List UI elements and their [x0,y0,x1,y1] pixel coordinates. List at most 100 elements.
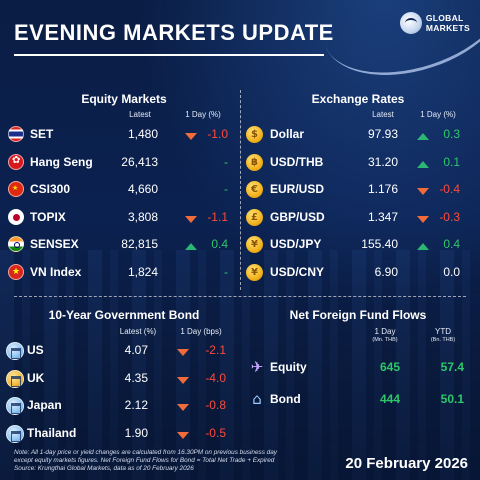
india-flag-icon [8,236,24,252]
arrow-down-icon [185,133,197,140]
flows-col-1day: 1 Day [374,327,396,336]
fx-col-latest: Latest [372,110,394,119]
equity-name: VN Index [30,264,82,279]
bond-col-change: 1 Day (bps) [180,327,222,336]
currency-coin-icon: ฿ [246,153,263,171]
fx-change: 0.4 [443,237,460,251]
flow-ytd: 57.4 [440,360,464,374]
footnote-line-3: Source: Krungthai Global Markets, data a… [14,465,194,473]
fx-name: USD/JPY [270,237,322,251]
china-flag-icon [8,181,24,197]
bank-icon: ⌂ [252,390,262,408]
government-building-icon [6,424,24,443]
equity-change: -1.1 [207,209,228,224]
fx-name: GBP/USD [270,209,325,224]
arrow-up-icon [417,160,429,168]
bond-name: Thailand [27,425,77,440]
equity-latest: 3,808 [127,209,158,224]
equity-name: SET [30,127,54,141]
fx-name: USD/THB [270,154,324,169]
arrow-up-icon [417,133,429,140]
arrow-down-icon [177,349,189,356]
bond-section-title: 10-Year Government Bond [48,308,200,322]
title-underline [14,54,324,56]
equity-latest: 1,480 [127,127,158,141]
footnote-line-2: except equity markets figures. Net Forei… [14,457,275,465]
currency-coin-icon: € [246,181,263,198]
bond-latest: 4.07 [124,343,148,357]
fx-change: 0.3 [443,127,460,141]
bond-name: UK [27,370,45,385]
fx-latest: 97.93 [367,127,398,141]
rocket-icon: ✈ [250,358,264,376]
fx-name: EUR/USD [270,182,325,196]
vertical-divider [240,90,241,290]
government-building-icon [6,397,24,415]
flow-1day: 444 [379,392,400,406]
bond-change: -4.0 [205,370,226,385]
bond-latest: 2.12 [124,398,148,412]
equity-col-latest: Latest [129,110,151,119]
horizontal-divider [14,296,466,297]
equity-section-title: Equity Markets [81,92,167,106]
fx-col-change: 1 Day (%) [420,110,456,119]
fx-change: -0.3 [439,209,460,224]
fx-name: Dollar [270,127,305,141]
fx-latest: 1.347 [367,209,398,224]
equity-name: CSI300 [30,182,71,196]
bond-change: -0.8 [205,398,226,412]
equity-latest: 4,660 [127,182,158,196]
flow-1day: 645 [379,360,400,374]
equity-latest: 1,824 [127,264,158,279]
hong-kong-flag-icon [8,153,24,170]
currency-coin-icon: $ [246,126,263,143]
fx-latest: 31.20 [367,154,398,169]
currency-coin-icon: £ [246,208,263,226]
logo-text: GLOBAL MARKETS [425,13,470,33]
arrow-down-icon [417,188,429,195]
flow-name: Bond [270,392,301,406]
vietnam-flag-icon [8,263,24,280]
fx-latest: 155.40 [361,237,398,251]
fx-latest: 6.90 [374,264,398,279]
bond-name: US [27,343,44,357]
bond-col-latest: Latest (%) [119,327,157,336]
flows-col-1day-unit: (Mn. THB) [372,337,398,343]
bond-latest: 4.35 [124,370,148,385]
report-date: 20 February 2026 [345,455,468,472]
footnote: Note: All 1-day price or yield changes a… [14,449,344,474]
japan-flag-icon [8,208,24,225]
arrow-up-icon [185,243,197,250]
arrow-up-icon [417,243,429,250]
flows-section-title: Net Foreign Fund Flows [289,308,427,322]
flows-col-ytd: YTD [435,327,451,336]
equity-latest: 26,413 [121,154,158,169]
logo-icon [399,12,422,34]
arrow-down-icon [417,215,429,223]
bond-change: -2.1 [205,343,226,357]
government-building-icon [6,369,24,388]
flow-ytd: 50.1 [440,392,464,406]
fx-name: USD/CNY [270,264,325,279]
arrow-down-icon [177,376,189,384]
flows-col-ytd-unit: (Bn. THB) [430,337,456,343]
government-building-icon [6,342,24,360]
equity-change: - [224,264,228,279]
fx-change: 0.1 [443,154,460,169]
page-title: EVENING MARKETS UPDATE [14,20,334,45]
equity-name: TOPIX [30,209,66,224]
equity-change: 0.4 [211,237,228,251]
fx-change: 0.0 [443,264,460,279]
brand-logo: GLOBAL MARKETS [399,12,470,34]
equity-name: Hang Seng [30,154,93,169]
footnote-line-1: Note: All 1-day price or yield changes a… [14,449,277,456]
fx-latest: 1.176 [367,182,398,196]
fx-section-title: Exchange Rates [311,92,405,106]
arrow-down-icon [177,404,189,411]
equity-change: - [224,154,228,169]
bond-name: Japan [27,398,62,412]
currency-coin-icon: ¥ [246,263,263,281]
equity-col-change: 1 Day (%) [185,110,221,119]
equity-name: SENSEX [30,237,79,251]
currency-coin-icon: ¥ [246,236,263,253]
